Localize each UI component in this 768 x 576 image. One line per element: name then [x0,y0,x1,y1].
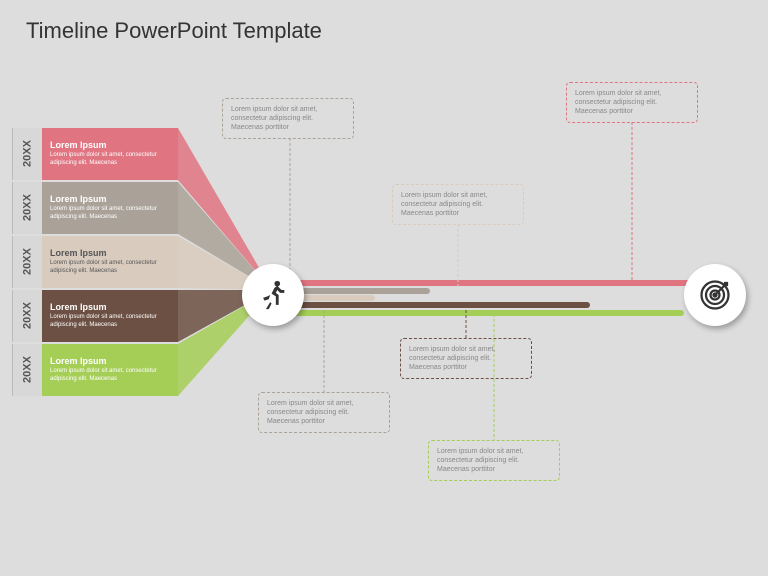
milestone-title: Lorem Ipsum [50,356,170,366]
callout-box: Lorem ipsum dolor sit amet, consectetur … [222,98,354,139]
callout-box: Lorem ipsum dolor sit amet, consectetur … [392,184,524,225]
callout-box: Lorem ipsum dolor sit amet, consectetur … [400,338,532,379]
milestone-row: 20XX Lorem Ipsum Lorem ipsum dolor sit ame… [12,290,178,342]
timeline-track [280,280,694,286]
milestone-desc: Lorem ipsum dolor sit amet, consectetur … [50,260,170,276]
end-icon-circle [684,264,746,326]
milestone-row: 20XX Lorem Ipsum Lorem ipsum dolor sit ame… [12,182,178,234]
page-title: Timeline PowerPoint Template [26,18,322,44]
year-tab: 20XX [12,290,42,342]
milestone-body: Lorem Ipsum Lorem ipsum dolor sit amet, c… [42,344,178,396]
milestone-row: 20XX Lorem Ipsum Lorem ipsum dolor sit ame… [12,128,178,180]
year-tab: 20XX [12,344,42,396]
callout-box: Lorem ipsum dolor sit amet, consectetur … [566,82,698,123]
milestone-body: Lorem Ipsum Lorem ipsum dolor sit amet, c… [42,290,178,342]
milestone-body: Lorem Ipsum Lorem ipsum dolor sit amet, c… [42,128,178,180]
callout-box: Lorem ipsum dolor sit amet, consectetur … [428,440,560,481]
milestone-desc: Lorem ipsum dolor sit amet, consectetur … [50,314,170,330]
milestone-title: Lorem Ipsum [50,140,170,150]
milestone-title: Lorem Ipsum [50,194,170,204]
milestone-row: 20XX Lorem Ipsum Lorem ipsum dolor sit ame… [12,344,178,396]
runner-icon [256,278,290,312]
callout-box: Lorem ipsum dolor sit amet, consectetur … [258,392,390,433]
milestone-desc: Lorem ipsum dolor sit amet, consectetur … [50,152,170,168]
start-icon-circle [242,264,304,326]
timeline-track [280,302,590,308]
milestone-body: Lorem Ipsum Lorem ipsum dolor sit amet, c… [42,182,178,234]
milestone-title: Lorem Ipsum [50,302,170,312]
milestone-row: 20XX Lorem Ipsum Lorem ipsum dolor sit ame… [12,236,178,288]
target-icon [697,277,733,313]
timeline-track [280,310,684,316]
milestone-title: Lorem Ipsum [50,248,170,258]
year-tab: 20XX [12,128,42,180]
milestone-desc: Lorem ipsum dolor sit amet, consectetur … [50,206,170,222]
milestone-body: Lorem Ipsum Lorem ipsum dolor sit amet, c… [42,236,178,288]
year-tab: 20XX [12,182,42,234]
year-tab: 20XX [12,236,42,288]
milestone-desc: Lorem ipsum dolor sit amet, consectetur … [50,368,170,384]
